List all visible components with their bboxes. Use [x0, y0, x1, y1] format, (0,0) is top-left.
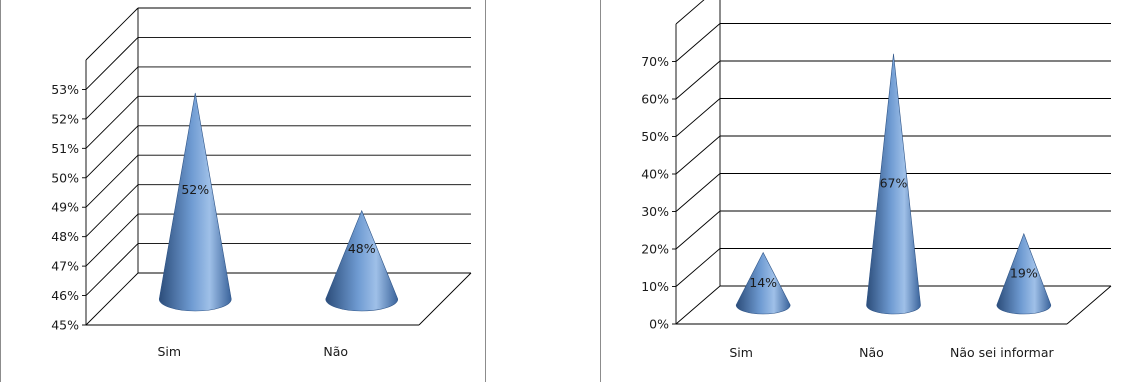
left-y-tick-label: 52%: [51, 111, 79, 126]
right-category-label: Não sei informar: [950, 345, 1054, 360]
left-grid-side: [85, 154, 139, 208]
left-data-label: 48%: [348, 241, 376, 256]
right-floor-edge: [1066, 285, 1112, 325]
right-cone-body: [735, 251, 791, 315]
left-y-tick-label: 48%: [51, 229, 79, 244]
right-y-tick-label: 40%: [641, 167, 669, 182]
chart-left: 45% 46% 47% 48% 49% 50% 51% 52% 53% 52% Sim 48% Não: [0, 0, 486, 382]
right-grid-side: [675, 0, 705, 25]
left-grid-side: [85, 243, 139, 296]
left-floor-edge: [418, 272, 472, 326]
left-grid-side: [85, 272, 139, 326]
left-grid-side: [85, 125, 139, 179]
right-cone-2: [996, 232, 1052, 315]
left-grid-side: [85, 184, 139, 237]
right-cone-body: [866, 53, 921, 315]
right-cone-1: [866, 53, 921, 315]
right-data-label: 14%: [749, 275, 777, 290]
right-grid-side: [675, 248, 721, 287]
left-grid-side: [85, 213, 139, 267]
chart-right: 0% 10% 20% 30% 40% 50% 60% 70% 14% Sim 67% Não 19% Nã…: [600, 0, 1130, 382]
right-grid-side: [675, 210, 721, 250]
left-cone-body: [158, 92, 232, 312]
right-cone-body: [996, 232, 1052, 315]
right-grid-side: [675, 285, 721, 325]
left-y-tick-label: 45%: [51, 318, 79, 333]
left-grid-side: [85, 7, 139, 61]
left-y-tick-label: 49%: [51, 200, 79, 215]
left-y-tick-label: 51%: [51, 141, 79, 156]
right-y-tick-label: 50%: [641, 129, 669, 144]
left-y-tick-label: 53%: [51, 82, 79, 97]
right-y-tick-label: 0%: [649, 317, 669, 332]
right-cone-0: [735, 251, 791, 315]
right-y-tick-label: 20%: [641, 242, 669, 257]
right-y-tick-label: 70%: [641, 54, 669, 69]
right-data-label: 67%: [880, 175, 908, 190]
right-grid-side: [675, 173, 721, 212]
right-y-tick-label: 30%: [641, 204, 669, 219]
left-category-label: Sim: [157, 344, 181, 359]
right-y-tick-label: 10%: [641, 279, 669, 294]
left-data-label: 52%: [181, 182, 209, 197]
left-cone-0: [158, 92, 232, 312]
right-grid-side: [675, 23, 721, 62]
right-grid-side: [675, 60, 721, 100]
right-category-label: Sim: [729, 345, 753, 360]
left-category-label: Não: [323, 344, 348, 359]
chart-right-plot: 0% 10% 20% 30% 40% 50% 60% 70% 14% Sim 67% Não 19% Nã…: [641, 0, 1112, 360]
left-cone-body: [325, 209, 399, 312]
right-grid-side: [675, 135, 721, 175]
left-grid-side: [85, 66, 139, 120]
left-y-tick-label: 50%: [51, 170, 79, 185]
left-y-tick-label: 46%: [51, 288, 79, 303]
right-category-label: Não: [859, 345, 884, 360]
left-cone-1: [325, 209, 399, 312]
right-grid-side: [675, 98, 721, 137]
left-y-tick-label: 47%: [51, 259, 79, 274]
right-y-tick-label: 60%: [641, 92, 669, 107]
chart-left-plot: 45% 46% 47% 48% 49% 50% 51% 52% 53% 52% Sim 48% Não: [51, 7, 472, 359]
right-data-label: 19%: [1010, 265, 1038, 280]
left-grid-side: [85, 37, 139, 90]
left-grid-side: [85, 96, 139, 149]
